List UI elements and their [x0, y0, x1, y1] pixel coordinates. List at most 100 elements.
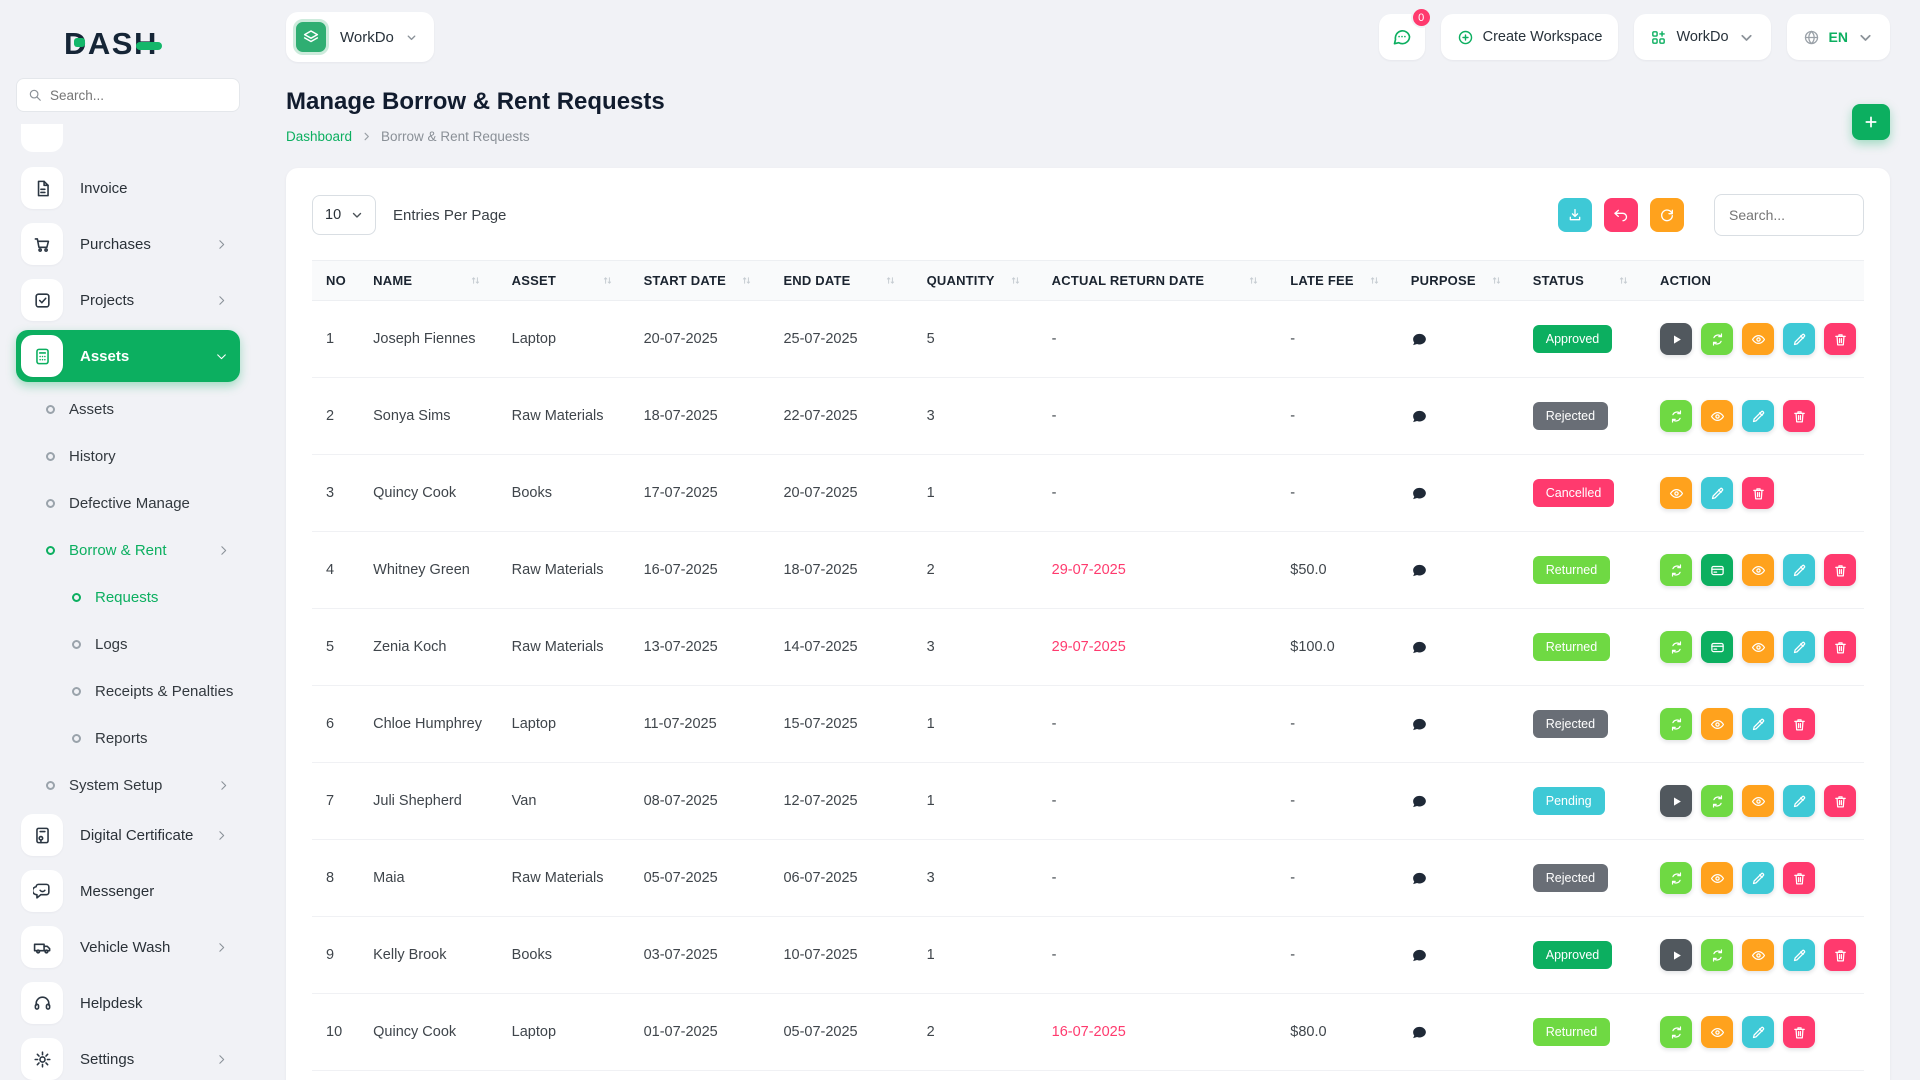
purpose-comment-button[interactable] — [1411, 562, 1428, 579]
edit-button[interactable] — [1783, 785, 1815, 817]
column-header-quantity[interactable]: QUANTITY — [918, 260, 1044, 301]
eye-button[interactable] — [1701, 862, 1733, 894]
sidebar-item-defective-manage[interactable]: Defective Manage — [16, 480, 240, 527]
sort-icon[interactable] — [587, 274, 628, 287]
app-switcher-button[interactable]: WorkDo — [1634, 14, 1771, 60]
card-button[interactable] — [1701, 631, 1733, 663]
eye-button[interactable] — [1701, 708, 1733, 740]
table-search-input[interactable] — [1714, 194, 1864, 236]
sidebar-item-system-setup[interactable]: System Setup — [16, 762, 240, 809]
edit-button[interactable] — [1783, 323, 1815, 355]
delete-button[interactable] — [1824, 554, 1856, 586]
play-button[interactable] — [1660, 939, 1692, 971]
delete-button[interactable] — [1824, 631, 1856, 663]
edit-button[interactable] — [1783, 631, 1815, 663]
eye-button[interactable] — [1701, 400, 1733, 432]
column-header-start-date[interactable]: START DATE — [635, 260, 776, 301]
sidebar-item-receipts-penalties[interactable]: Receipts & Penalties — [16, 668, 240, 715]
delete-button[interactable] — [1783, 1016, 1815, 1048]
eye-button[interactable] — [1742, 939, 1774, 971]
column-header-end-date[interactable]: END DATE — [775, 260, 919, 301]
sort-icon[interactable] — [1354, 274, 1395, 287]
purpose-comment-button[interactable] — [1411, 716, 1428, 733]
swap-button[interactable] — [1660, 400, 1692, 432]
purpose-comment-button[interactable] — [1411, 639, 1428, 656]
sidebar-item-borrow-rent[interactable]: Borrow & Rent — [16, 527, 240, 574]
sidebar-item-assets[interactable]: Assets — [16, 330, 240, 382]
sidebar-item-reports[interactable]: Reports — [16, 715, 240, 762]
sidebar-item-requests[interactable]: Requests — [16, 574, 240, 621]
eye-button[interactable] — [1742, 785, 1774, 817]
delete-button[interactable] — [1824, 939, 1856, 971]
purpose-comment-button[interactable] — [1411, 947, 1428, 964]
sidebar-item-messenger[interactable]: Messenger — [16, 865, 240, 917]
delete-button[interactable] — [1824, 785, 1856, 817]
sidebar-item-history[interactable]: History — [16, 433, 240, 480]
column-header-actual-return-date[interactable]: ACTUAL RETURN DATE — [1043, 260, 1283, 301]
eye-button[interactable] — [1701, 1016, 1733, 1048]
eye-button[interactable] — [1742, 323, 1774, 355]
eye-button[interactable] — [1742, 631, 1774, 663]
purpose-comment-button[interactable] — [1411, 870, 1428, 887]
swap-button[interactable] — [1660, 1016, 1692, 1048]
play-button[interactable] — [1660, 785, 1692, 817]
export-button[interactable] — [1558, 198, 1592, 232]
column-header-late-fee[interactable]: LATE FEE — [1282, 260, 1403, 301]
sidebar-item-digital-certificate[interactable]: Digital Certificate — [16, 809, 240, 861]
delete-button[interactable] — [1783, 708, 1815, 740]
sort-icon[interactable] — [995, 274, 1036, 287]
edit-button[interactable] — [1742, 708, 1774, 740]
swap-button[interactable] — [1660, 554, 1692, 586]
sidebar-item-vehicle-wash[interactable]: Vehicle Wash — [16, 921, 240, 973]
edit-button[interactable] — [1742, 862, 1774, 894]
language-selector[interactable]: EN — [1786, 14, 1890, 60]
sidebar-item-helpdesk[interactable]: Helpdesk — [16, 977, 240, 1029]
delete-button[interactable] — [1824, 323, 1856, 355]
delete-button[interactable] — [1742, 477, 1774, 509]
edit-button[interactable] — [1783, 939, 1815, 971]
sidebar-search-input[interactable] — [50, 87, 228, 103]
swap-button[interactable] — [1701, 785, 1733, 817]
edit-button[interactable] — [1742, 1016, 1774, 1048]
delete-button[interactable] — [1783, 862, 1815, 894]
entries-per-page-select[interactable]: 10 — [312, 195, 376, 235]
purpose-comment-button[interactable] — [1411, 408, 1428, 425]
column-header-name[interactable]: NAME — [365, 260, 504, 301]
brand-logo[interactable]: DASH — [16, 16, 240, 64]
purpose-comment-button[interactable] — [1411, 793, 1428, 810]
edit-button[interactable] — [1783, 554, 1815, 586]
add-request-button[interactable] — [1852, 104, 1890, 140]
breadcrumb-dashboard-link[interactable]: Dashboard — [286, 129, 353, 144]
workspace-switcher[interactable]: WorkDo — [286, 12, 434, 62]
create-workspace-button[interactable]: Create Workspace — [1440, 14, 1619, 60]
sort-icon[interactable] — [726, 274, 767, 287]
refresh-button[interactable] — [1650, 198, 1684, 232]
undo-button[interactable] — [1604, 198, 1638, 232]
purpose-comment-button[interactable] — [1411, 331, 1428, 348]
sidebar-item-settings[interactable]: Settings — [16, 1033, 240, 1080]
sidebar-item-logs[interactable]: Logs — [16, 621, 240, 668]
swap-button[interactable] — [1660, 631, 1692, 663]
swap-button[interactable] — [1660, 862, 1692, 894]
sidebar-search[interactable] — [16, 78, 240, 112]
swap-button[interactable] — [1660, 708, 1692, 740]
sort-icon[interactable] — [455, 274, 496, 287]
sort-icon[interactable] — [1603, 274, 1644, 287]
column-header-asset[interactable]: ASSET — [503, 260, 636, 301]
messages-button[interactable]: 0 — [1378, 7, 1432, 60]
edit-button[interactable] — [1701, 477, 1733, 509]
edit-button[interactable] — [1742, 400, 1774, 432]
swap-button[interactable] — [1701, 323, 1733, 355]
card-button[interactable] — [1701, 554, 1733, 586]
purpose-comment-button[interactable] — [1411, 1024, 1428, 1041]
sort-icon[interactable] — [1233, 274, 1274, 287]
eye-button[interactable] — [1660, 477, 1692, 509]
purpose-comment-button[interactable] — [1411, 485, 1428, 502]
delete-button[interactable] — [1783, 400, 1815, 432]
eye-button[interactable] — [1742, 554, 1774, 586]
sidebar-item-invoice[interactable]: Invoice — [16, 162, 240, 214]
swap-button[interactable] — [1701, 939, 1733, 971]
column-header-purpose[interactable]: PURPOSE — [1402, 260, 1525, 301]
sidebar-item-purchases[interactable]: Purchases — [16, 218, 240, 270]
column-header-status[interactable]: STATUS — [1524, 260, 1652, 301]
